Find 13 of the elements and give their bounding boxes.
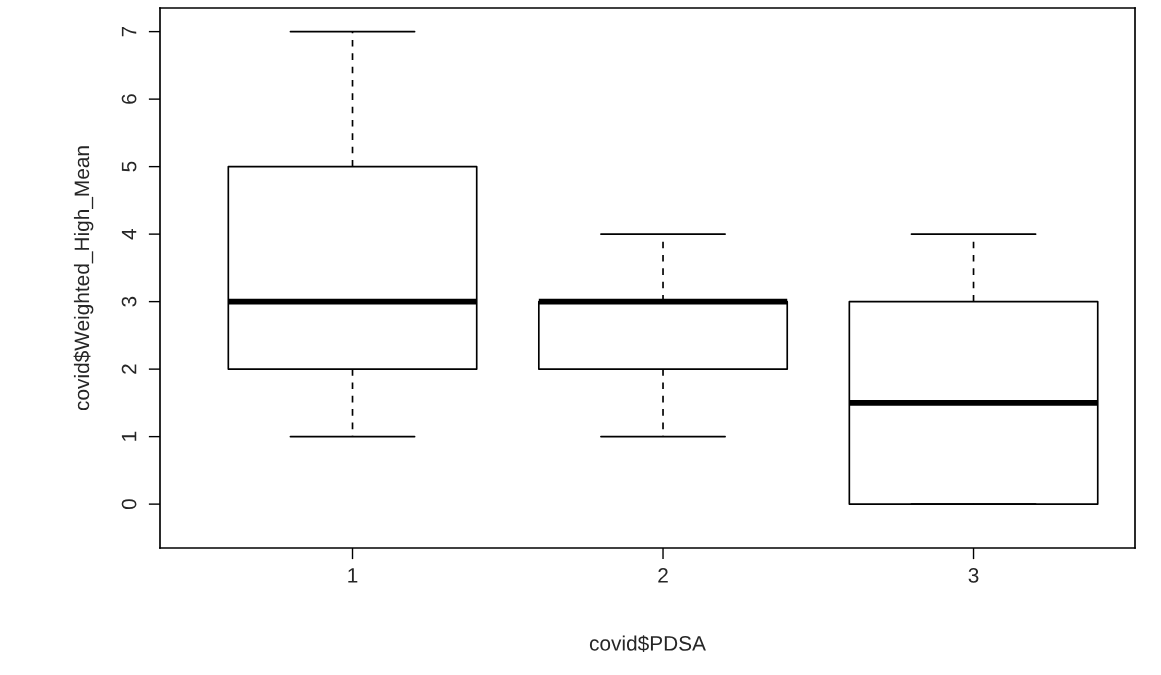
y-axis-title: covid$Weighted_High_Mean <box>73 146 94 411</box>
y-tick-label: 7 <box>121 26 137 37</box>
y-tick-label: 0 <box>121 499 137 510</box>
x-axis-title: covid$PDSA <box>589 635 706 653</box>
y-tick-label: 1 <box>121 431 137 441</box>
x-tick-label: 1 <box>348 568 358 583</box>
x-tick-label: 3 <box>968 567 979 583</box>
y-tick-label: 2 <box>121 364 137 374</box>
y-tick-label: 3 <box>121 296 137 307</box>
y-tick-label: 4 <box>121 228 137 240</box>
y-tick-label: 6 <box>121 94 137 104</box>
y-tick-label: 5 <box>121 161 137 172</box>
x-tick-label: 2 <box>658 567 668 583</box>
